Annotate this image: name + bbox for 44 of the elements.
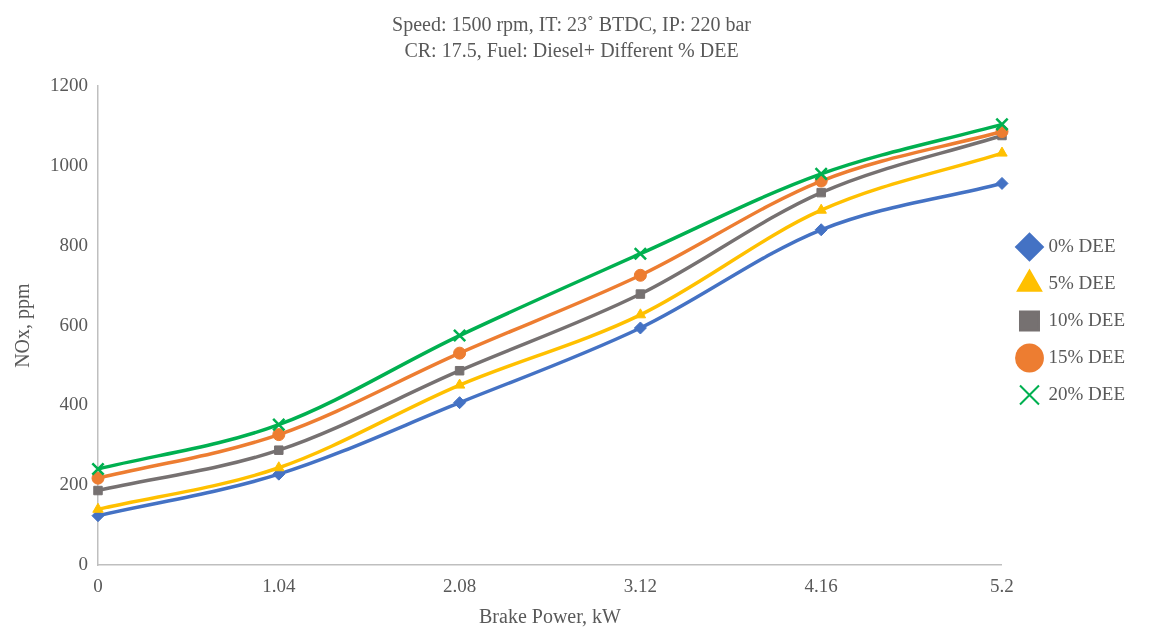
point bbox=[995, 117, 1009, 132]
x-tick-label: 2.08 bbox=[442, 574, 477, 596]
x-tick-label: 1.04 bbox=[262, 574, 296, 596]
point bbox=[996, 146, 1008, 157]
point bbox=[633, 246, 648, 261]
y-tick-label: 0 bbox=[78, 553, 88, 575]
legend-label: 5% DEE bbox=[1048, 271, 1116, 293]
chart-subtitle: CR: 17.5, Fuel: Diesel+ Different % DEE bbox=[404, 39, 739, 62]
chart-title: Speed: 1500 rpm, IT: 23˚ BTDC, IP: 220 bar bbox=[392, 13, 752, 37]
point bbox=[453, 346, 467, 360]
point bbox=[633, 321, 647, 335]
point bbox=[633, 268, 647, 282]
point bbox=[995, 176, 1009, 190]
x-tick-label: 4.16 bbox=[804, 574, 838, 596]
point bbox=[453, 396, 467, 410]
point bbox=[272, 428, 286, 442]
point bbox=[91, 462, 105, 476]
y-tick-label: 1200 bbox=[50, 73, 88, 95]
point bbox=[635, 289, 646, 299]
x-tick-label: 0 bbox=[93, 574, 103, 596]
x-tick-label: 3.12 bbox=[623, 574, 658, 596]
legend-label: 20% DEE bbox=[1048, 382, 1126, 404]
point bbox=[273, 461, 285, 472]
y-tick-label: 200 bbox=[59, 473, 88, 495]
point bbox=[454, 365, 465, 376]
y-tick-label: 800 bbox=[59, 233, 88, 255]
x-tick-label: 5.2 bbox=[990, 574, 1014, 596]
point bbox=[816, 187, 826, 198]
point bbox=[271, 417, 286, 432]
point bbox=[452, 328, 467, 343]
legend-label: 15% DEE bbox=[1048, 345, 1126, 367]
point bbox=[274, 445, 284, 455]
y-tick-label: 1000 bbox=[50, 153, 88, 175]
y-tick-label: 600 bbox=[59, 313, 88, 335]
point bbox=[91, 471, 105, 485]
x-axis-title: Brake Power, kW bbox=[479, 605, 622, 628]
y-axis-title: NOx, ppm bbox=[11, 282, 35, 368]
point bbox=[814, 166, 829, 181]
legend-label: 0% DEE bbox=[1048, 234, 1116, 256]
point bbox=[93, 485, 103, 496]
point bbox=[814, 223, 828, 237]
point bbox=[92, 502, 104, 513]
y-tick-label: 400 bbox=[59, 393, 88, 415]
legend-label: 10% DEE bbox=[1048, 308, 1126, 330]
